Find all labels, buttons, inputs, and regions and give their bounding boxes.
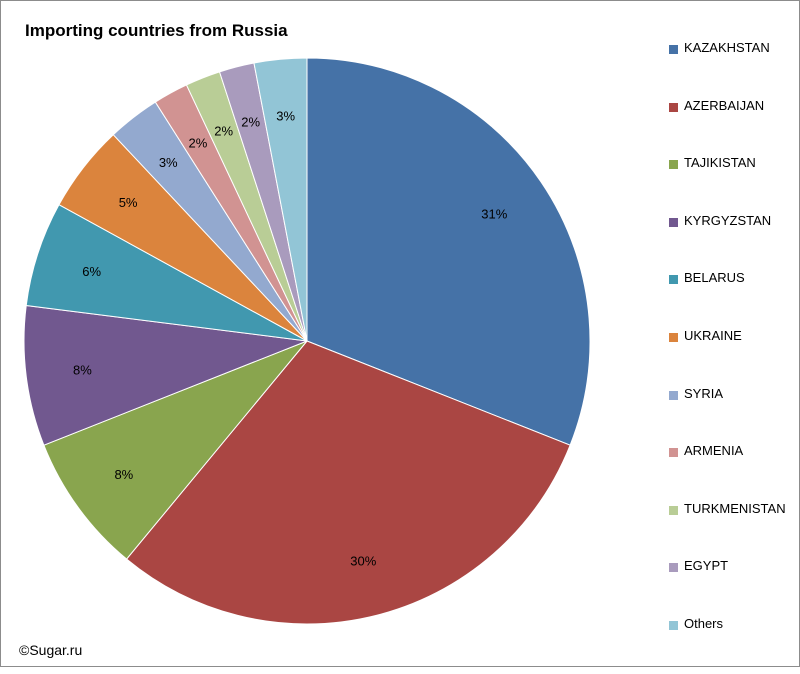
data-label-azerbaijan: 30% [350,553,376,568]
legend-label: UKRAINE [684,327,742,343]
copyright-footer: ©Sugar.ru [19,642,83,658]
legend-item-egypt: EGYPT [669,558,786,616]
legend-label: Others [684,615,724,631]
legend-swatch [669,563,678,573]
legend-label: TURKMENISTAN [684,500,786,516]
legend-swatch [669,448,678,458]
data-label-syria: 3% [159,155,178,170]
data-label-kazakhstan: 31% [481,207,507,222]
legend-swatch [669,620,678,630]
pie-slice-tajikistan [43,340,308,560]
legend-item-ukraine: UKRAINE [669,328,786,386]
legend-item-others: Others [669,616,786,674]
legend-swatch [669,102,678,112]
pie-chart: 31% 30% 8% 8% 6% 5% 3% 2% 2% 2% 3% [23,57,591,625]
data-label-kyrgyzstan: 8% [73,362,92,377]
legend-label: BELARUS [684,270,745,286]
data-label-ukraine: 5% [119,195,138,210]
legend-item-belarus: BELARUS [669,270,786,328]
legend-label: EGYPT [684,558,729,574]
legend-swatch [669,160,678,170]
legend-label: ARMENIA [684,443,744,459]
legend-item-azerbaijan: AZERBAIJAN [669,98,786,156]
data-label-egypt: 2% [241,115,260,130]
legend-item-tajikistan: TAJIKISTAN [669,155,786,213]
legend-swatch [669,217,678,227]
legend-label: SYRIA [684,385,724,401]
legend-swatch [669,390,678,400]
pie-slice-kyrgyzstan [23,304,308,446]
legend-label: TAJIKISTAN [684,155,756,171]
pie-slice-others [253,57,308,342]
data-label-armenia: 2% [189,136,208,151]
legend-item-kyrgyzstan: KYRGYZSTAN [669,213,786,271]
legend-label: KAZAKHSTAN [684,40,770,55]
legend-item-armenia: ARMENIA [669,443,786,501]
legend-swatch [669,275,678,285]
legend-item-kazakhstan: KAZAKHSTAN [669,40,786,98]
pie-slice-kazakhstan [306,57,591,446]
legend-item-turkmenistan: TURKMENISTAN [669,501,786,559]
legend-swatch [669,505,678,515]
data-label-others: 3% [276,109,295,124]
data-label-belarus: 6% [82,264,101,279]
legend-item-syria: SYRIA [669,386,786,444]
legend-label: AZERBAIJAN [684,97,765,113]
legend-swatch [669,332,678,342]
legend-label: KYRGYZSTAN [684,212,772,228]
chart-title: Importing countries from Russia [25,21,288,40]
data-label-tajikistan: 8% [114,467,133,482]
chart-legend: KAZAKHSTAN AZERBAIJAN TAJIKISTAN KYRGYZSTAN… [669,40,786,674]
pie-slice-azerbaijan [125,340,571,625]
legend-swatch [669,45,678,54]
data-label-turkmenistan: 2% [214,123,233,138]
